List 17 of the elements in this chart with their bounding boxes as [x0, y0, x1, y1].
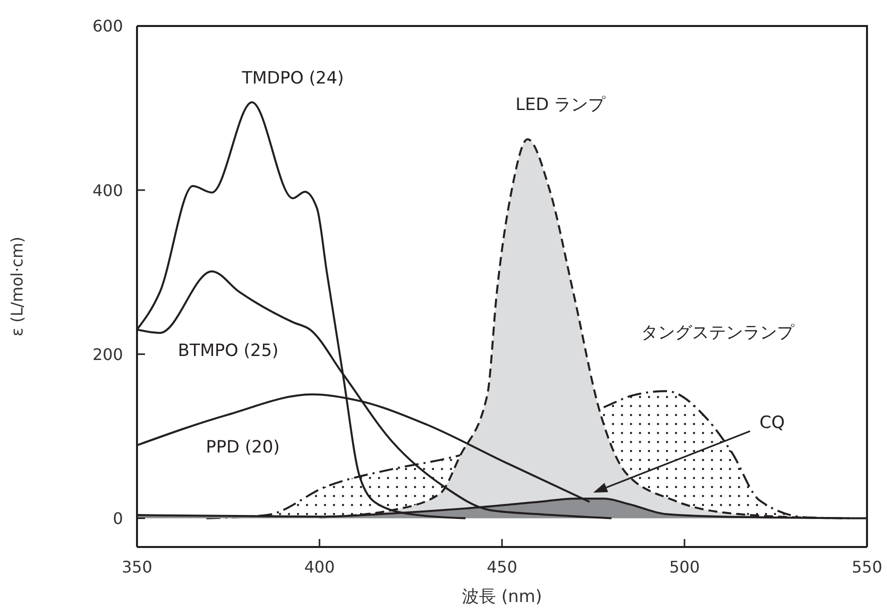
x-tick-label: 400: [304, 557, 335, 576]
y-tick-label: 200: [92, 344, 123, 364]
y-axis-title: ε (L/mol·cm): [8, 236, 27, 336]
series-label: TMDPO (24): [240, 68, 344, 89]
y-tick-label: 0: [112, 508, 123, 528]
series-label: BTMPO (25): [178, 340, 279, 361]
series-label: PPD (20): [206, 438, 280, 458]
y-tick-label: 400: [92, 180, 123, 200]
y-tick-label: 600: [92, 16, 123, 36]
x-tick-label: 500: [669, 557, 700, 576]
x-tick-label: 550: [852, 557, 882, 576]
series-label: LED ランプ: [516, 94, 606, 115]
x-tick-label: 350: [122, 557, 152, 576]
annotation: CQ: [759, 413, 785, 434]
text: タングステンランプ: [640, 322, 795, 343]
x-axis-title: 波長 (nm): [462, 587, 542, 607]
x-tick-label: 450: [486, 557, 518, 576]
